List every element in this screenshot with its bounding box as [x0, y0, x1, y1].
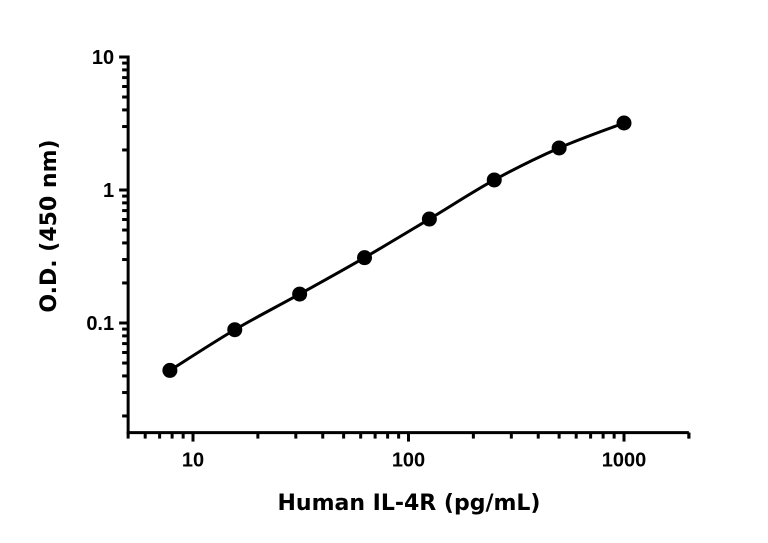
data-point — [551, 140, 567, 156]
data-point — [227, 322, 243, 338]
y-tick-label: 0.1 — [86, 313, 114, 335]
data-point — [357, 250, 373, 266]
data-point — [162, 362, 178, 378]
data-point — [292, 286, 308, 302]
data-point — [421, 211, 437, 227]
axes — [119, 55, 691, 442]
data-points — [162, 115, 632, 378]
data-point — [486, 172, 502, 188]
y-axis-title: O.D. (450 nm) — [37, 139, 62, 312]
y-tick-label: 1 — [103, 180, 114, 202]
data-point — [616, 115, 632, 131]
y-tick-label: 10 — [92, 47, 114, 69]
x-axis-title: Human IL-4R (pg/mL) — [278, 491, 541, 516]
x-tick-label: 100 — [392, 450, 425, 472]
x-tick-label: 1000 — [602, 450, 647, 472]
tick-labels: 0.1 1 10 10 100 1000 — [86, 47, 646, 472]
x-tick-label: 10 — [182, 450, 204, 472]
